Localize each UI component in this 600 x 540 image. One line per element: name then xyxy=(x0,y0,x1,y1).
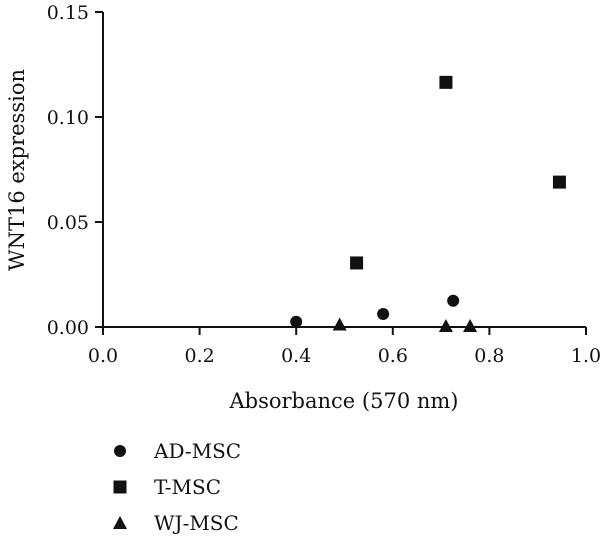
legend: AD-MSC T-MSC WJ-MSC xyxy=(113,439,241,535)
x-tick-label: 0.2 xyxy=(184,345,214,367)
y-tick-label: 0.05 xyxy=(47,212,89,234)
point-ad-msc xyxy=(290,315,303,328)
x-tick-label: 1.0 xyxy=(571,345,600,367)
point-wj-msc xyxy=(438,318,453,332)
x-tick-label: 0.8 xyxy=(474,345,504,367)
legend-marker-wj-msc xyxy=(113,516,127,529)
data-points xyxy=(290,75,566,332)
y-tick-label: 0.10 xyxy=(47,107,89,129)
y-axis-title: WNT16 expression xyxy=(5,69,29,271)
y-ticks: 0.00 0.05 0.10 0.15 xyxy=(47,2,103,339)
point-t-msc xyxy=(439,75,453,89)
x-tick-label: 0.0 xyxy=(88,345,118,367)
y-tick-label: 0.15 xyxy=(47,2,89,24)
legend-marker-ad-msc xyxy=(114,445,126,457)
point-ad-msc xyxy=(377,307,390,320)
x-tick-label: 0.4 xyxy=(281,345,311,367)
point-wj-msc xyxy=(463,318,478,332)
x-tick-label: 0.6 xyxy=(378,345,408,367)
axes xyxy=(102,12,586,328)
legend-label-wj-msc: WJ-MSC xyxy=(154,511,239,535)
legend-label-ad-msc: AD-MSC xyxy=(153,439,241,463)
legend-marker-t-msc xyxy=(113,480,127,494)
point-wj-msc xyxy=(332,317,347,331)
point-ad-msc xyxy=(447,294,460,307)
point-t-msc xyxy=(552,175,566,189)
point-t-msc xyxy=(350,256,364,270)
x-ticks: 0.0 0.2 0.4 0.6 0.8 1.0 xyxy=(88,327,600,367)
y-tick-label: 0.00 xyxy=(47,317,89,339)
x-axis-title: Absorbance (570 nm) xyxy=(228,389,458,413)
legend-label-t-msc: T-MSC xyxy=(154,475,221,499)
